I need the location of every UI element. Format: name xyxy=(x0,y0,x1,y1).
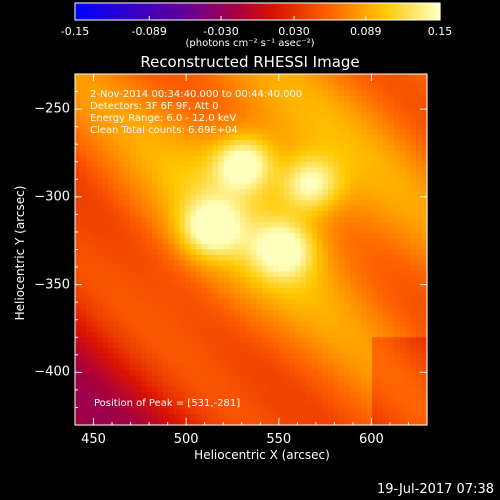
x-tick-label: 450 xyxy=(81,432,106,447)
y-tick-label: −300 xyxy=(34,189,70,205)
y-tick-label: −350 xyxy=(34,277,70,293)
x-tick-label: 500 xyxy=(173,432,199,447)
annotation-detectors: Detectors: 3F 6F 9F, Att 0 xyxy=(90,101,219,112)
x-tick-label: 550 xyxy=(266,432,292,447)
colorbar-units: (photons cm⁻² s⁻¹ asec⁻²) xyxy=(185,38,315,49)
colorbar-tick-label: 0.15 xyxy=(427,25,453,38)
colorbar-tick-label: -0.15 xyxy=(60,25,90,38)
colorbar-tick-label: 0.030 xyxy=(278,25,310,38)
colorbar-tick-label: 0.089 xyxy=(350,25,382,38)
x-tick-label: 600 xyxy=(358,432,384,447)
chart-title: Reconstructed RHESSI Image xyxy=(140,53,360,71)
footer-date: 19-Jul-2017 07:38 xyxy=(376,482,494,497)
annotation-peak-position: Position of Peak = [531,-281] xyxy=(94,398,241,409)
x-axis-label: Heliocentric X (arcsec) xyxy=(194,448,330,462)
y-axis-label: Heliocentric Y (arcsec) xyxy=(13,185,27,321)
annotation-counts: Clean Total counts: 6.69E+04 xyxy=(90,125,238,136)
colorbar-frame xyxy=(74,2,441,21)
colorbar-tick-label: -0.089 xyxy=(131,25,167,38)
heatmap-cells xyxy=(75,74,428,426)
annotation-energy-range: Energy Range: 6.0 - 12.0 keV xyxy=(90,113,237,124)
annotation-time-range: 2-Nov-2014 00:34:40.000 to 00:44:40.000 xyxy=(90,89,303,100)
y-tick-label: −250 xyxy=(34,101,70,117)
colorbar-gradient xyxy=(75,3,441,20)
colorbar-tick-label: -0.030 xyxy=(203,25,239,38)
y-tick-label: −400 xyxy=(34,364,70,380)
